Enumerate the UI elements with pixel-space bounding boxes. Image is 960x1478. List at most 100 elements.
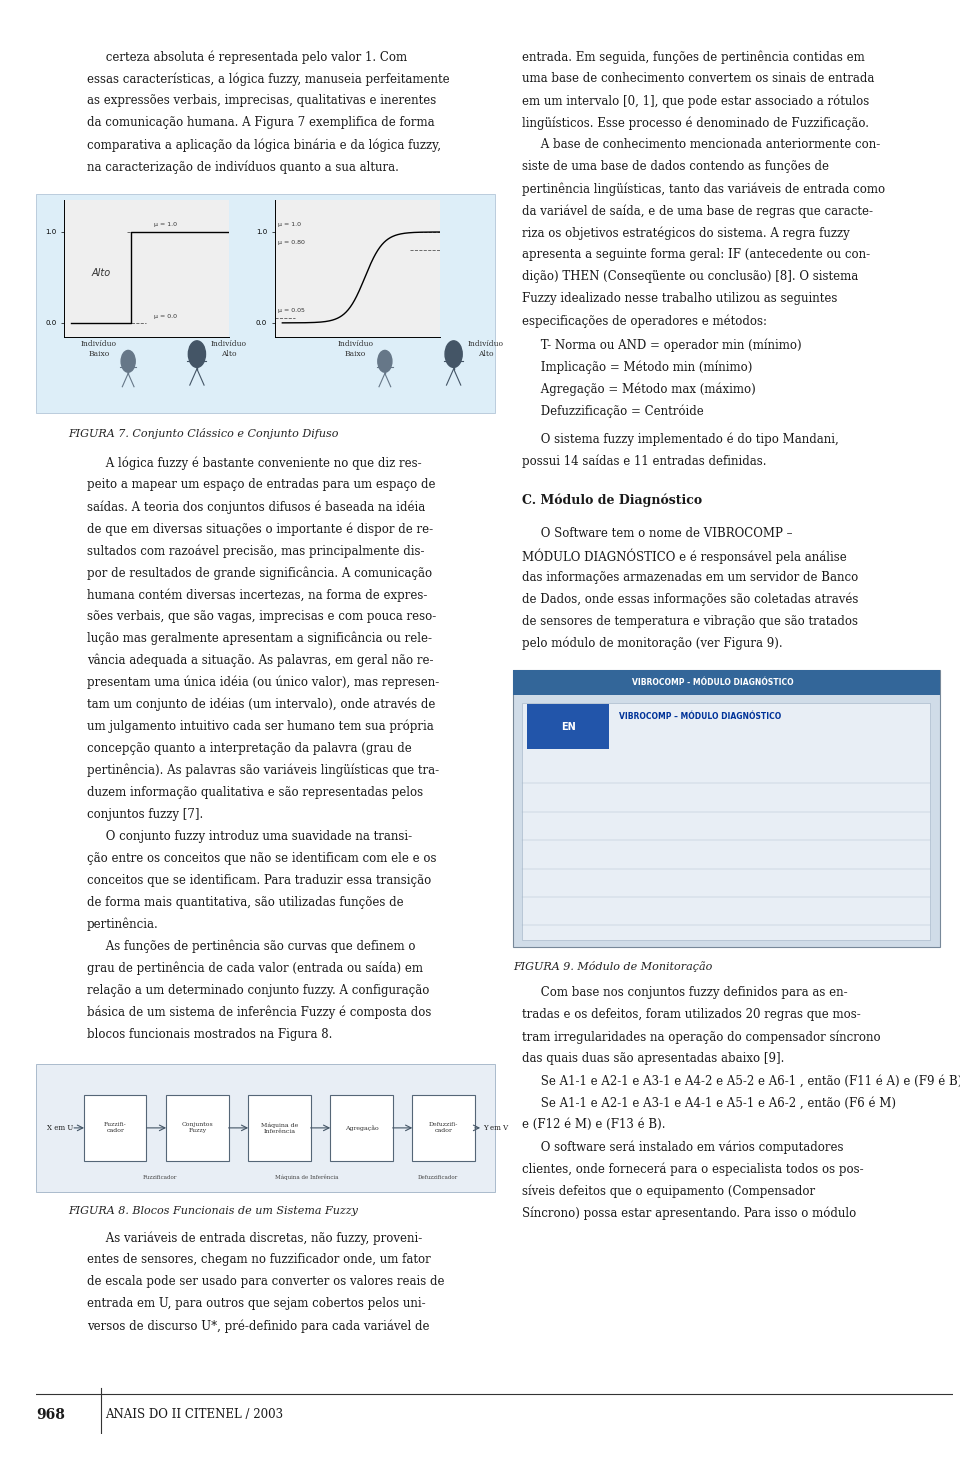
Text: dição) THEN (Conseqüente ou conclusão) [8]. O sistema: dição) THEN (Conseqüente ou conclusão) […: [522, 270, 858, 284]
Text: Supervisão, Controle e Automação de Sistemas: Supervisão, Controle e Automação de Sist…: [13, 380, 23, 659]
Text: O conjunto fuzzy introduz uma suavidade na transi-: O conjunto fuzzy introduz uma suavidade …: [87, 831, 412, 842]
FancyBboxPatch shape: [166, 1095, 228, 1160]
FancyBboxPatch shape: [84, 1095, 147, 1160]
Circle shape: [188, 341, 205, 368]
Text: comparativa a aplicação da lógica binária e da lógica fuzzy,: comparativa a aplicação da lógica binári…: [87, 139, 441, 152]
Text: μ = 0.0: μ = 0.0: [154, 315, 177, 319]
Text: grau de pertinência de cada valor (entrada ou saída) em: grau de pertinência de cada valor (entra…: [87, 962, 423, 975]
Text: sões verbais, que são vagas, imprecisas e com pouca reso-: sões verbais, que são vagas, imprecisas …: [87, 610, 436, 624]
Text: das informações armazenadas em um servidor de Banco: das informações armazenadas em um servid…: [522, 571, 858, 584]
Text: ANAIS DO II CITENEL / 2003: ANAIS DO II CITENEL / 2003: [106, 1409, 283, 1422]
Text: Conjuntos
Fuzzy: Conjuntos Fuzzy: [181, 1122, 213, 1134]
Text: ção entre os conceitos que não se identificam com ele e os: ção entre os conceitos que não se identi…: [87, 851, 437, 865]
Text: siste de uma base de dados contendo as funções de: siste de uma base de dados contendo as f…: [522, 160, 829, 173]
FancyBboxPatch shape: [249, 1095, 311, 1160]
Circle shape: [445, 341, 462, 368]
Text: VIBROCOMP – MÓDULO DIAGNÓSTICO: VIBROCOMP – MÓDULO DIAGNÓSTICO: [618, 712, 780, 721]
Text: apresenta a seguinte forma geral: IF (antecedente ou con-: apresenta a seguinte forma geral: IF (an…: [522, 248, 871, 262]
Text: O software será instalado em vários computadores: O software será instalado em vários comp…: [522, 1141, 844, 1154]
Text: humana contém diversas incertezas, na forma de expres-: humana contém diversas incertezas, na fo…: [87, 588, 427, 602]
Bar: [36, 1064, 495, 1191]
Text: VIBROCOMP - MÓDULO DIAGNÓSTICO: VIBROCOMP - MÓDULO DIAGNÓSTICO: [633, 678, 794, 687]
Text: A base de conhecimento mencionada anteriormente con-: A base de conhecimento mencionada anteri…: [522, 139, 880, 151]
Text: μ = 0.80: μ = 0.80: [277, 239, 304, 245]
Text: em um intervalo [0, 1], que pode estar associado a rótulos: em um intervalo [0, 1], que pode estar a…: [522, 95, 870, 108]
Text: entrada. Em seguida, funções de pertinência contidas em: entrada. Em seguida, funções de pertinên…: [522, 50, 865, 64]
Text: Y em V: Y em V: [483, 1123, 508, 1132]
Text: Máquina de
Inferência: Máquina de Inferência: [261, 1122, 298, 1134]
Text: FIGURA 9. Módulo de Monitoração: FIGURA 9. Módulo de Monitoração: [514, 961, 712, 973]
Text: Síncrono) possa estar apresentando. Para isso o módulo: Síncrono) possa estar apresentando. Para…: [522, 1206, 856, 1219]
Text: Indivíduo
Alto: Indivíduo Alto: [468, 340, 504, 358]
Text: tram irregularidades na operação do compensador síncrono: tram irregularidades na operação do comp…: [522, 1030, 881, 1043]
Text: Indivíduo
Baixo: Indivíduo Baixo: [338, 340, 373, 358]
Text: Se A1-1 e A2-1 e A3-1 e A4-1 e A5-1 e A6-2 , então (F6 é M): Se A1-1 e A2-1 e A3-1 e A4-1 e A5-1 e A6…: [522, 1097, 897, 1110]
Text: Se A1-1 e A2-1 e A3-1 e A4-2 e A5-2 e A6-1 , então (F11 é A) e (F9 é B).: Se A1-1 e A2-1 e A3-1 e A4-2 e A5-2 e A6…: [522, 1075, 960, 1088]
Text: das quais duas são apresentadas abaixo [9].: das quais duas são apresentadas abaixo […: [522, 1052, 784, 1066]
Text: presentam uma única idéia (ou único valor), mas represen-: presentam uma única idéia (ou único valo…: [87, 675, 439, 689]
Text: pertinência lingüísticas, tanto das variáveis de entrada como: pertinência lingüísticas, tanto das vari…: [522, 182, 885, 195]
Text: C. Módulo de Diagnóstico: C. Módulo de Diagnóstico: [522, 494, 703, 507]
Text: tam um conjunto de idéias (um intervalo), onde através de: tam um conjunto de idéias (um intervalo)…: [87, 698, 435, 711]
Bar: [514, 670, 940, 696]
Text: possui 14 saídas e 11 entradas definidas.: possui 14 saídas e 11 entradas definidas…: [522, 455, 767, 469]
Text: duzem informação qualitativa e são representadas pelos: duzem informação qualitativa e são repre…: [87, 786, 423, 800]
Text: uma base de conhecimento convertem os sinais de entrada: uma base de conhecimento convertem os si…: [522, 72, 875, 86]
Text: versos de discurso U*, pré-definido para cada variável de: versos de discurso U*, pré-definido para…: [87, 1320, 429, 1333]
Text: Indivíduo
Alto: Indivíduo Alto: [211, 340, 247, 358]
Text: concepção quanto a interpretação da palavra (grau de: concepção quanto a interpretação da pala…: [87, 742, 412, 755]
Text: Indivíduo
Baixo: Indivíduo Baixo: [81, 340, 117, 358]
Text: saídas. A teoria dos conjuntos difusos é baseada na idéia: saídas. A teoria dos conjuntos difusos é…: [87, 500, 425, 513]
Text: síveis defeitos que o equipamento (Compensador: síveis defeitos que o equipamento (Compe…: [522, 1184, 815, 1197]
Text: T- Norma ou AND = operador min (mínimo): T- Norma ou AND = operador min (mínimo): [522, 338, 802, 352]
Text: de sensores de temperatura e vibração que são tratados: de sensores de temperatura e vibração qu…: [522, 615, 858, 628]
Text: pertinência.: pertinência.: [87, 918, 158, 931]
Text: conjuntos fuzzy [7].: conjuntos fuzzy [7].: [87, 808, 204, 820]
Text: A lógica fuzzy é bastante conveniente no que diz res-: A lógica fuzzy é bastante conveniente no…: [87, 457, 421, 470]
Text: pertinência). As palavras são variáveis lingüísticas que tra-: pertinência). As palavras são variáveis …: [87, 764, 439, 777]
FancyBboxPatch shape: [413, 1095, 474, 1160]
Text: μ = 1.0: μ = 1.0: [277, 222, 300, 226]
Text: lução mas geralmente apresentam a significância ou rele-: lução mas geralmente apresentam a signif…: [87, 633, 432, 646]
Bar: [522, 702, 930, 940]
Text: Defuzzifi-
cador: Defuzzifi- cador: [429, 1122, 458, 1134]
Text: e (F12 é M) e (F13 é B).: e (F12 é M) e (F13 é B).: [522, 1119, 666, 1131]
Text: entrada em U, para outros que sejam cobertos pelos uni-: entrada em U, para outros que sejam cobe…: [87, 1298, 425, 1311]
Text: da variável de saída, e de uma base de regras que caracte-: da variável de saída, e de uma base de r…: [522, 204, 874, 217]
Text: entes de sensores, chegam no fuzzificador onde, um fator: entes de sensores, chegam no fuzzificado…: [87, 1253, 431, 1267]
FancyBboxPatch shape: [330, 1095, 393, 1160]
Text: Alto: Alto: [92, 268, 111, 278]
Text: Defuzzificador: Defuzzificador: [418, 1175, 458, 1181]
Text: Implicação = Método min (mínimo): Implicação = Método min (mínimo): [522, 361, 753, 374]
Text: blocos funcionais mostrados na Figura 8.: blocos funcionais mostrados na Figura 8.: [87, 1027, 332, 1041]
Text: riza os objetivos estratégicos do sistema. A regra fuzzy: riza os objetivos estratégicos do sistem…: [522, 226, 851, 239]
Text: Fuzzifi-
cador: Fuzzifi- cador: [104, 1122, 127, 1134]
Text: na caracterização de indivíduos quanto a sua altura.: na caracterização de indivíduos quanto a…: [87, 160, 398, 174]
Text: vância adequada a situação. As palavras, em geral não re-: vância adequada a situação. As palavras,…: [87, 653, 433, 668]
Text: 968: 968: [36, 1409, 65, 1422]
Text: Defuzzificação = Centróide: Defuzzificação = Centróide: [522, 405, 704, 418]
Bar: [36, 194, 495, 414]
Text: da comunicação humana. A Figura 7 exemplifica de forma: da comunicação humana. A Figura 7 exempl…: [87, 117, 435, 129]
Text: especificações de operadores e métodos:: especificações de operadores e métodos:: [522, 315, 767, 328]
Text: lingüísticos. Esse processo é denominado de Fuzzificação.: lingüísticos. Esse processo é denominado…: [522, 117, 870, 130]
Text: de que em diversas situações o importante é dispor de re-: de que em diversas situações o important…: [87, 522, 433, 535]
Text: Fuzzificador: Fuzzificador: [143, 1175, 178, 1181]
Text: de forma mais quantitativa, são utilizadas funções de: de forma mais quantitativa, são utilizad…: [87, 896, 403, 909]
Text: tradas e os defeitos, foram utilizados 20 regras que mos-: tradas e os defeitos, foram utilizados 2…: [522, 1008, 861, 1021]
Text: Com base nos conjuntos fuzzy definidos para as en-: Com base nos conjuntos fuzzy definidos p…: [522, 986, 848, 999]
Text: pelo módulo de monitoração (ver Figura 9).: pelo módulo de monitoração (ver Figura 9…: [522, 637, 783, 650]
Text: sultados com razoável precisão, mas principalmente dis-: sultados com razoável precisão, mas prin…: [87, 544, 424, 557]
Text: Máquina de Inferência: Máquina de Inferência: [276, 1175, 339, 1181]
Circle shape: [378, 350, 392, 372]
Text: MÓDULO DIAGNÓSTICO e é responsável pela análise: MÓDULO DIAGNÓSTICO e é responsável pela …: [522, 548, 847, 565]
Bar: [527, 704, 610, 749]
Text: conceitos que se identificam. Para traduzir essa transição: conceitos que se identificam. Para tradu…: [87, 873, 431, 887]
Text: EN: EN: [561, 721, 576, 732]
Text: Agregação = Método max (máximo): Agregação = Método max (máximo): [522, 383, 756, 396]
Text: FIGURA 7. Conjunto Clássico e Conjunto Difuso: FIGURA 7. Conjunto Clássico e Conjunto D…: [68, 427, 339, 439]
Text: As variáveis de entrada discretas, não fuzzy, proveni-: As variáveis de entrada discretas, não f…: [87, 1231, 422, 1244]
Circle shape: [121, 350, 135, 372]
Text: O Software tem o nome de VIBROCOMP –: O Software tem o nome de VIBROCOMP –: [522, 526, 793, 539]
Text: de Dados, onde essas informações são coletadas através: de Dados, onde essas informações são col…: [522, 593, 859, 606]
